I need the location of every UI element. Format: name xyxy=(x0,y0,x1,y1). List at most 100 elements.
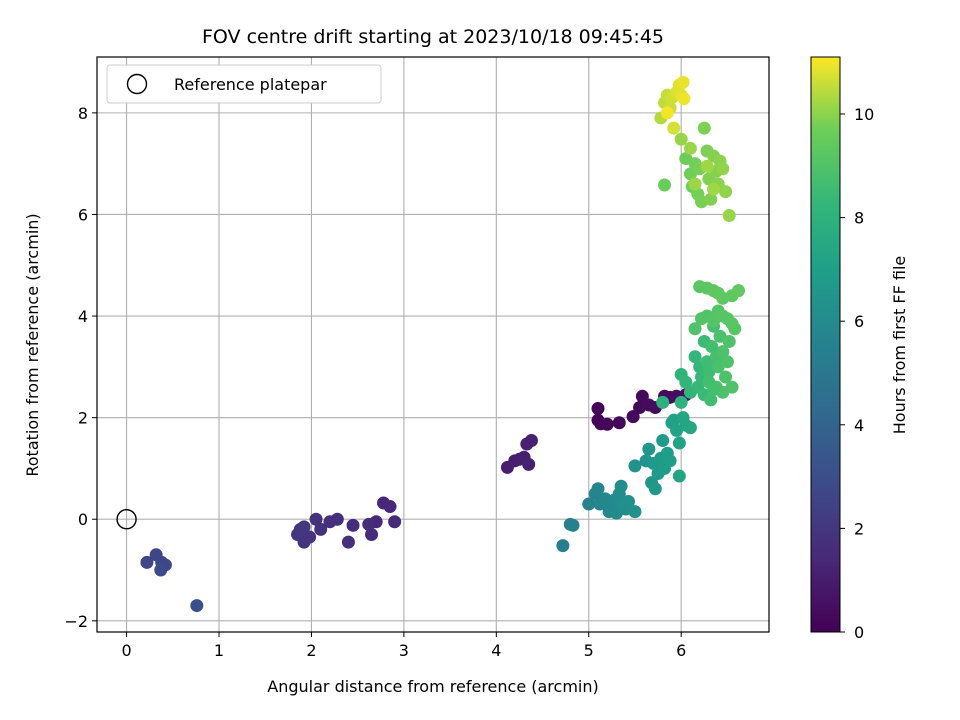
y-tick-label: 8 xyxy=(78,104,88,123)
data-point xyxy=(297,520,311,534)
data-point xyxy=(716,345,730,359)
y-tick-label: 0 xyxy=(78,510,88,529)
data-point xyxy=(323,515,337,529)
data-point xyxy=(383,500,397,514)
colorbar-tick-label: 8 xyxy=(854,209,864,228)
data-point xyxy=(719,370,733,384)
colorbar-gradient xyxy=(810,56,841,633)
data-point xyxy=(716,162,730,176)
data-point xyxy=(705,340,719,354)
data-point xyxy=(725,380,739,394)
data-point xyxy=(697,121,711,135)
x-axis-label: Angular distance from reference (arcmin) xyxy=(267,677,598,696)
data-point xyxy=(683,421,697,435)
data-point xyxy=(672,469,686,483)
data-point xyxy=(674,132,688,146)
grid-lines xyxy=(97,57,769,632)
data-point xyxy=(309,512,323,526)
y-tick-label: 6 xyxy=(78,205,88,224)
colorbar: 0 2 4 6 8 10 Hours from first FF file xyxy=(810,56,909,642)
reference-marker xyxy=(116,509,137,530)
data-point xyxy=(626,410,640,424)
x-tick-label: 2 xyxy=(306,641,316,660)
colorbar-ticks: 0 2 4 6 8 10 xyxy=(840,105,874,642)
data-point xyxy=(341,535,355,549)
y-tick-label: 2 xyxy=(78,409,88,428)
data-point xyxy=(556,539,570,553)
data-point xyxy=(600,417,614,431)
x-tick-label: 5 xyxy=(584,641,594,660)
data-point xyxy=(591,482,605,496)
data-point xyxy=(648,482,662,496)
data-point xyxy=(591,402,605,416)
data-point xyxy=(582,497,596,511)
data-point xyxy=(388,515,402,529)
data-point xyxy=(365,527,379,541)
data-point xyxy=(642,442,656,456)
data-point xyxy=(707,182,721,196)
plot-frame xyxy=(96,56,770,633)
legend: Reference platepar xyxy=(106,64,382,104)
data-point xyxy=(722,208,736,222)
data-point xyxy=(704,192,718,206)
x-axis: 0 1 2 3 4 5 6 xyxy=(121,632,686,660)
data-point xyxy=(628,505,642,519)
data-point xyxy=(683,141,697,155)
x-tick-label: 4 xyxy=(491,641,501,660)
data-point xyxy=(688,350,702,364)
data-point xyxy=(140,555,154,569)
data-point xyxy=(677,92,691,106)
data-point xyxy=(667,121,681,135)
x-tick-label: 6 xyxy=(676,641,686,660)
colorbar-tick-label: 6 xyxy=(854,312,864,331)
colorbar-tick-label: 2 xyxy=(854,519,864,538)
data-point xyxy=(688,322,702,336)
data-point xyxy=(524,434,538,448)
data-point xyxy=(154,563,168,577)
data-point xyxy=(566,518,580,532)
data-point xyxy=(676,75,690,89)
y-tick-label: 4 xyxy=(78,307,88,326)
data-point xyxy=(731,284,745,298)
data-point xyxy=(621,494,635,508)
data-point xyxy=(707,383,721,397)
data-point xyxy=(720,355,734,369)
data-point xyxy=(719,185,733,199)
data-point xyxy=(722,334,736,348)
data-point xyxy=(660,106,674,120)
colorbar-tick-label: 10 xyxy=(854,105,874,124)
legend-label: Reference platepar xyxy=(174,75,327,94)
data-point xyxy=(674,395,688,409)
data-point xyxy=(614,479,628,493)
scatter-points xyxy=(116,75,745,613)
data-point xyxy=(658,178,672,192)
y-axis: −2 0 2 4 6 8 xyxy=(64,104,97,631)
data-point xyxy=(688,177,702,191)
data-point xyxy=(656,434,670,448)
data-point xyxy=(362,517,376,531)
colorbar-tick-label: 0 xyxy=(854,623,864,642)
data-point xyxy=(663,454,677,468)
data-point xyxy=(656,395,670,409)
data-point xyxy=(314,522,328,536)
data-point xyxy=(672,436,686,450)
y-axis-label: Rotation from reference (arcmin) xyxy=(23,213,42,476)
y-tick-label: −2 xyxy=(64,612,88,631)
x-tick-label: 3 xyxy=(399,641,409,660)
legend-box xyxy=(106,64,382,104)
colorbar-tick-label: 4 xyxy=(854,416,864,435)
data-point xyxy=(190,599,204,613)
colorbar-label: Hours from first FF file xyxy=(890,256,909,435)
data-point xyxy=(679,375,693,389)
x-tick-label: 1 xyxy=(214,641,224,660)
data-point xyxy=(628,459,642,473)
data-point xyxy=(522,457,536,471)
data-point xyxy=(612,416,626,430)
data-point xyxy=(728,322,742,336)
legend-marker xyxy=(126,73,148,95)
chart-title: FOV centre drift starting at 2023/10/18 … xyxy=(202,26,664,48)
data-point xyxy=(346,518,360,532)
data-point xyxy=(700,159,714,173)
x-tick-label: 0 xyxy=(121,641,131,660)
